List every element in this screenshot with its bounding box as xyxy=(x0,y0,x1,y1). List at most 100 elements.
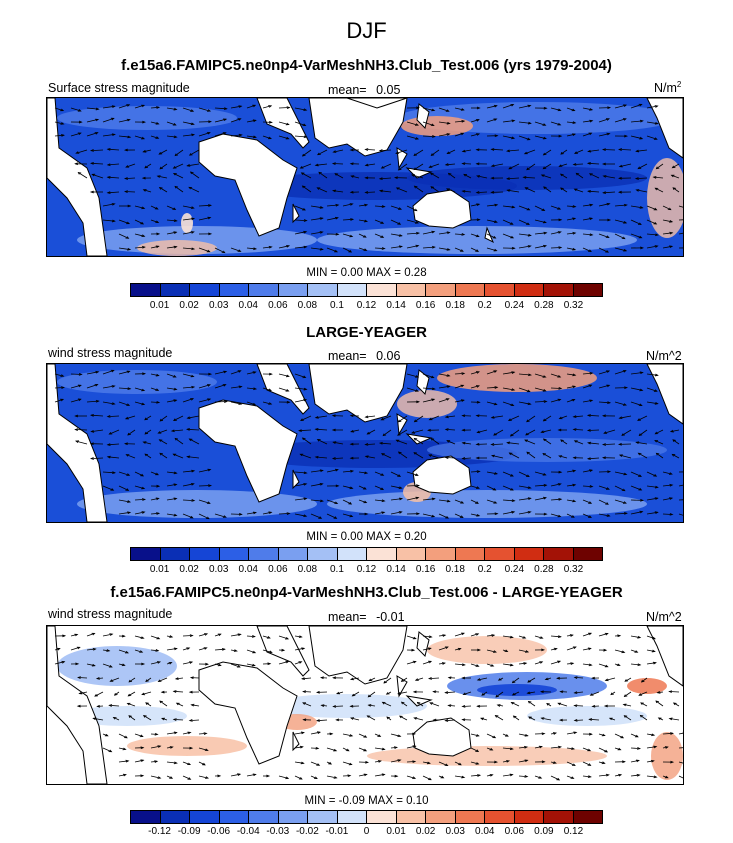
colorbar-box xyxy=(573,548,602,560)
wind-vectors xyxy=(54,103,683,254)
colorbar-tick-label: -0.04 xyxy=(236,826,260,837)
panel2-title: LARGE-YEAGER xyxy=(306,324,427,341)
colorbar-tick-label: 0.08 xyxy=(297,300,318,311)
colorbar-box xyxy=(308,284,338,296)
colorbar-box xyxy=(544,284,574,296)
colorbar-tick-label: 0.06 xyxy=(268,564,288,575)
colorbar-tick-label: 0.1 xyxy=(329,300,344,311)
colorbar-box xyxy=(160,811,190,823)
panel1-max-label: MAX = xyxy=(366,267,402,279)
colorbar-box xyxy=(278,811,308,823)
colorbar-box xyxy=(219,811,249,823)
colorbar-box xyxy=(249,548,279,560)
panel2-map xyxy=(46,363,684,523)
panel2-max-label: MAX = xyxy=(366,531,402,543)
colorbar-box xyxy=(544,811,574,823)
colorbar-box xyxy=(396,284,426,296)
colorbar-box xyxy=(219,284,249,296)
colorbar-tick-label: 0.03 xyxy=(208,300,229,311)
panel2-map-svg xyxy=(47,364,683,522)
panel1-title: f.e15a6.FAMIPC5.ne0np4-VarMeshNH3.Club_T… xyxy=(121,57,612,74)
colorbar-box xyxy=(514,284,544,296)
panel2-min-value: 0.00 xyxy=(340,531,363,543)
colorbar-tick-label: 0.32 xyxy=(563,564,584,575)
colorbar-tick-label: 0.01 xyxy=(149,300,170,311)
colorbar-box xyxy=(219,548,249,560)
colorbar-tick-label: 0.03 xyxy=(445,826,465,837)
colorbar-box xyxy=(367,811,397,823)
panel1-mean-label: mean= xyxy=(328,83,367,97)
panel2-mean-value: 0.06 xyxy=(376,349,401,363)
colorbar-tick-label: 0.12 xyxy=(563,826,584,837)
colorbar-tick-label: 0.24 xyxy=(504,300,525,311)
colorbar-tick-label: -0.06 xyxy=(207,826,231,837)
colorbar-tick-label: -0.02 xyxy=(295,826,319,837)
colorbar-tick-label: 0.2 xyxy=(477,564,492,575)
panel3-min-label: MIN = xyxy=(304,795,336,807)
colorbar-box xyxy=(131,811,161,823)
panel2-variable-label: wind stress magnitude xyxy=(48,346,173,360)
panel3-map-svg xyxy=(47,626,683,784)
panel1-map-svg xyxy=(47,98,683,256)
panel1-min-value: 0.00 xyxy=(340,267,363,279)
colorbar-box xyxy=(249,284,279,296)
colorbar-box xyxy=(131,284,161,296)
colorbar-box xyxy=(367,548,397,560)
colorbar-box xyxy=(485,284,515,296)
panel1-colorbar-ticks: 0.01 0.02 0.03 0.04 0.06 0.08 0.1 0.12 0.14 0.16 0… xyxy=(130,300,603,314)
colorbar-tick-label: 0.24 xyxy=(504,564,525,575)
colorbar-box xyxy=(249,811,279,823)
panel2-minmax: MIN = 0.00 MAX = 0.20 xyxy=(0,531,733,543)
colorbar-tick-label: 0.1 xyxy=(329,564,344,575)
panel3-max-label: MAX = xyxy=(368,795,403,807)
panel1-minmax: MIN = 0.00 MAX = 0.28 xyxy=(0,267,733,279)
colorbar-tick-label: -0.03 xyxy=(266,826,290,837)
colorbar-box xyxy=(337,811,367,823)
panel3-mean-label: mean= xyxy=(328,610,367,624)
panel2-min-label: MIN = xyxy=(306,531,338,543)
colorbar-box xyxy=(485,548,515,560)
main-title: DJF xyxy=(346,18,387,43)
panel3-minmax: MIN = -0.09 MAX = 0.10 xyxy=(0,795,733,807)
colorbar-tick-label: 0.12 xyxy=(356,300,377,311)
colorbar-tick-label: 0.02 xyxy=(179,564,199,575)
colorbar-box xyxy=(308,548,338,560)
colorbar-box xyxy=(573,811,602,823)
colorbar-box xyxy=(337,548,367,560)
colorbar-box xyxy=(308,811,338,823)
panel1-max-value: 0.28 xyxy=(404,267,427,279)
panel3-variable-label: wind stress magnitude xyxy=(48,607,173,621)
colorbar-box xyxy=(455,811,485,823)
wind-vectors xyxy=(54,632,683,781)
colorbar-box xyxy=(278,548,308,560)
colorbar-tick-label: 0.06 xyxy=(504,826,525,837)
colorbar-tick-label: -0.12 xyxy=(148,826,171,837)
colorbar-box xyxy=(426,284,456,296)
colorbar-box xyxy=(573,284,602,296)
colorbar-tick-label: 0.04 xyxy=(238,564,258,575)
panel1-units-sup: 2 xyxy=(676,80,682,89)
colorbar-tick-label: 0.02 xyxy=(415,826,436,837)
colorbar-box xyxy=(396,548,426,560)
colorbar-box xyxy=(426,811,456,823)
panel3-title: f.e15a6.FAMIPC5.ne0np4-VarMeshNH3.Club_T… xyxy=(110,584,623,601)
colorbar-box xyxy=(131,548,161,560)
panel1-mean: mean= 0.05 xyxy=(328,83,400,97)
colorbar-tick-label: 0.12 xyxy=(356,564,377,575)
colorbar-box xyxy=(190,548,220,560)
colorbar-tick-label: 0.09 xyxy=(534,826,554,837)
colorbar-tick-label: 0.01 xyxy=(386,826,406,837)
colorbar-tick-label: 0.02 xyxy=(179,300,199,311)
panel3-units: N/m^2 xyxy=(646,610,682,624)
colorbar-tick-label: -0.01 xyxy=(325,826,349,837)
colorbar-tick-label: 0.16 xyxy=(415,564,436,575)
panel2-colorbar-ticks: 0.01 0.02 0.03 0.04 0.06 0.08 0.1 0.12 0.14 0.16 0… xyxy=(130,564,603,578)
panel3-colorbar-ticks: -0.12 -0.09 -0.06 -0.04 -0.03 -0.02 -0.01 0 0.01… xyxy=(130,826,603,840)
panel2-colorbar xyxy=(130,547,603,561)
panel2-max-value: 0.20 xyxy=(404,531,427,543)
colorbar-box xyxy=(278,284,308,296)
colorbar-box xyxy=(455,284,485,296)
panel3-min-value: -0.09 xyxy=(338,795,365,807)
panel3-max-value: 0.10 xyxy=(406,795,429,807)
panel3-mean-value: -0.01 xyxy=(376,610,405,624)
